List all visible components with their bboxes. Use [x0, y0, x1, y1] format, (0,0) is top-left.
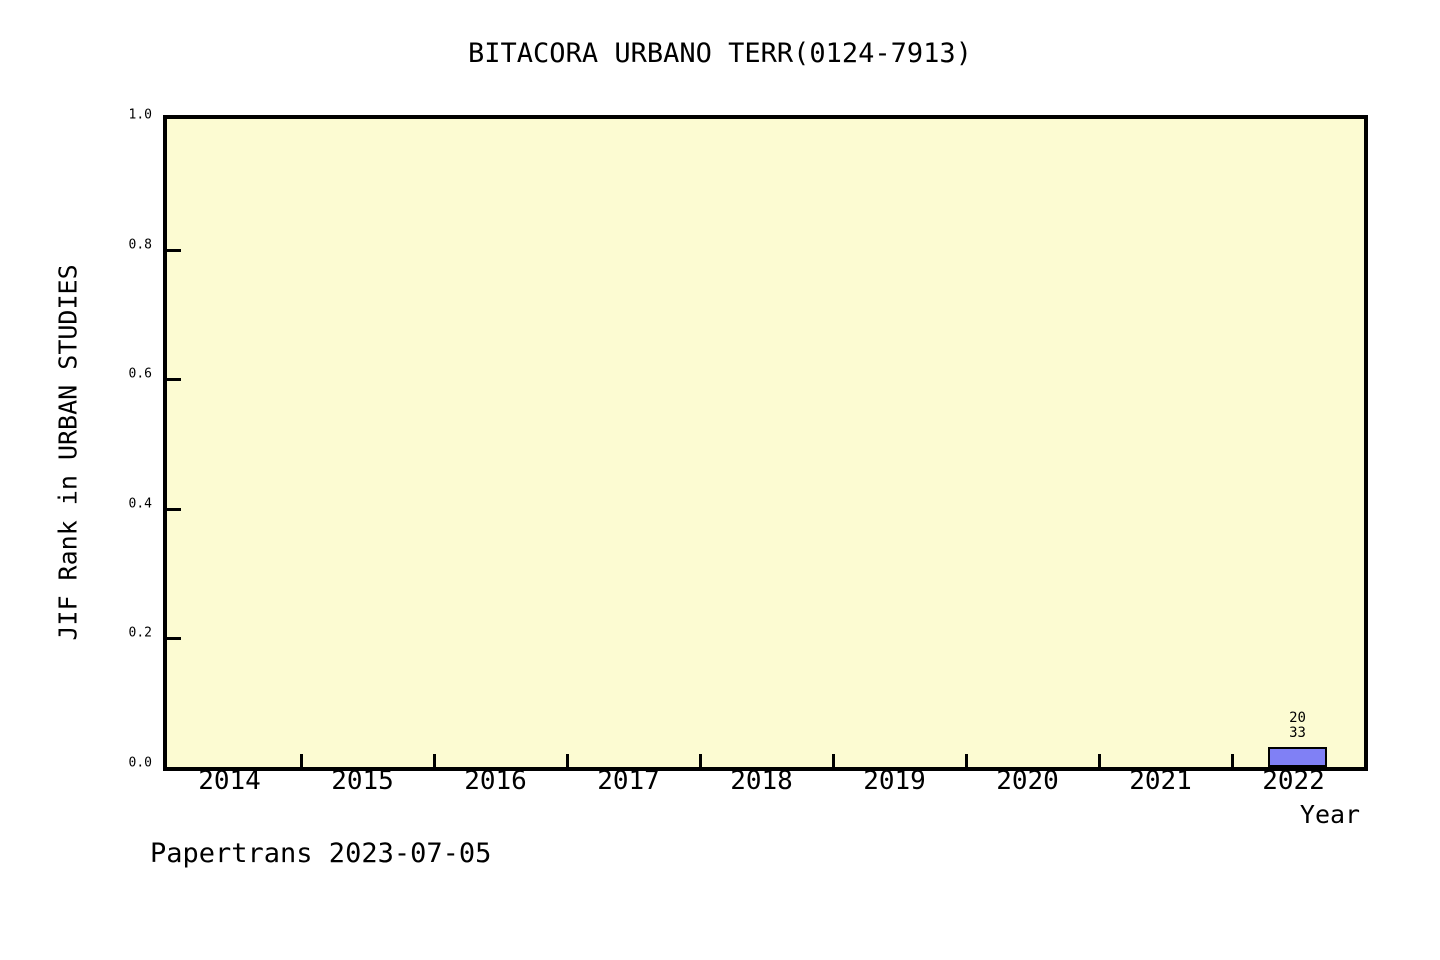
x-axis-tick-label: 2020 — [996, 766, 1059, 796]
bar — [1268, 747, 1327, 767]
x-axis-tick-label: 2022 — [1262, 766, 1325, 796]
x-axis-tick-mark — [566, 754, 569, 767]
x-axis-label: Year — [1299, 800, 1361, 829]
x-axis-tick-mark — [433, 754, 436, 767]
plot-inner: 20 33 — [167, 119, 1364, 767]
x-axis-tick-mark — [300, 754, 303, 767]
y-axis-tick-label: 0.6 — [128, 366, 152, 382]
y-axis-tick-mark — [167, 378, 181, 382]
x-axis-tick-label: 2015 — [331, 766, 394, 796]
footer-note: Papertrans 2023-07-05 — [150, 838, 492, 869]
x-axis-tick-label: 2014 — [198, 766, 261, 796]
x-axis-tick-mark — [1231, 754, 1234, 767]
x-axis-tick-label: 2021 — [1129, 766, 1192, 796]
x-axis-tick-label: 2019 — [863, 766, 926, 796]
y-axis-label: JIF Rank in URBAN STUDIES — [53, 264, 83, 641]
x-axis-tick-mark — [965, 754, 968, 767]
x-axis-tick-label: 2018 — [730, 766, 793, 796]
y-axis-tick-mark — [167, 248, 181, 252]
y-axis-tick-label: 0.2 — [128, 625, 152, 641]
y-axis-tick-mark — [167, 507, 181, 511]
x-axis-tick-mark — [1098, 754, 1101, 767]
y-axis-tick-label: 0.4 — [128, 496, 152, 512]
y-axis-tick-mark — [167, 637, 181, 641]
x-axis-tick-mark — [832, 754, 835, 767]
plot-area: 20 33 — [163, 115, 1368, 771]
y-axis-tick-label: 1.0 — [128, 107, 152, 123]
chart-title: BITACORA URBANO TERR(0124-7913) — [468, 38, 972, 69]
y-axis-tick-label: 0.8 — [128, 237, 152, 253]
x-axis-tick-label: 2017 — [597, 766, 660, 796]
x-axis-tick-label: 2016 — [464, 766, 527, 796]
y-axis-tick-label: 0.0 — [128, 755, 152, 771]
x-axis-tick-mark — [699, 754, 702, 767]
bar-value-label: 20 33 — [1289, 710, 1306, 742]
